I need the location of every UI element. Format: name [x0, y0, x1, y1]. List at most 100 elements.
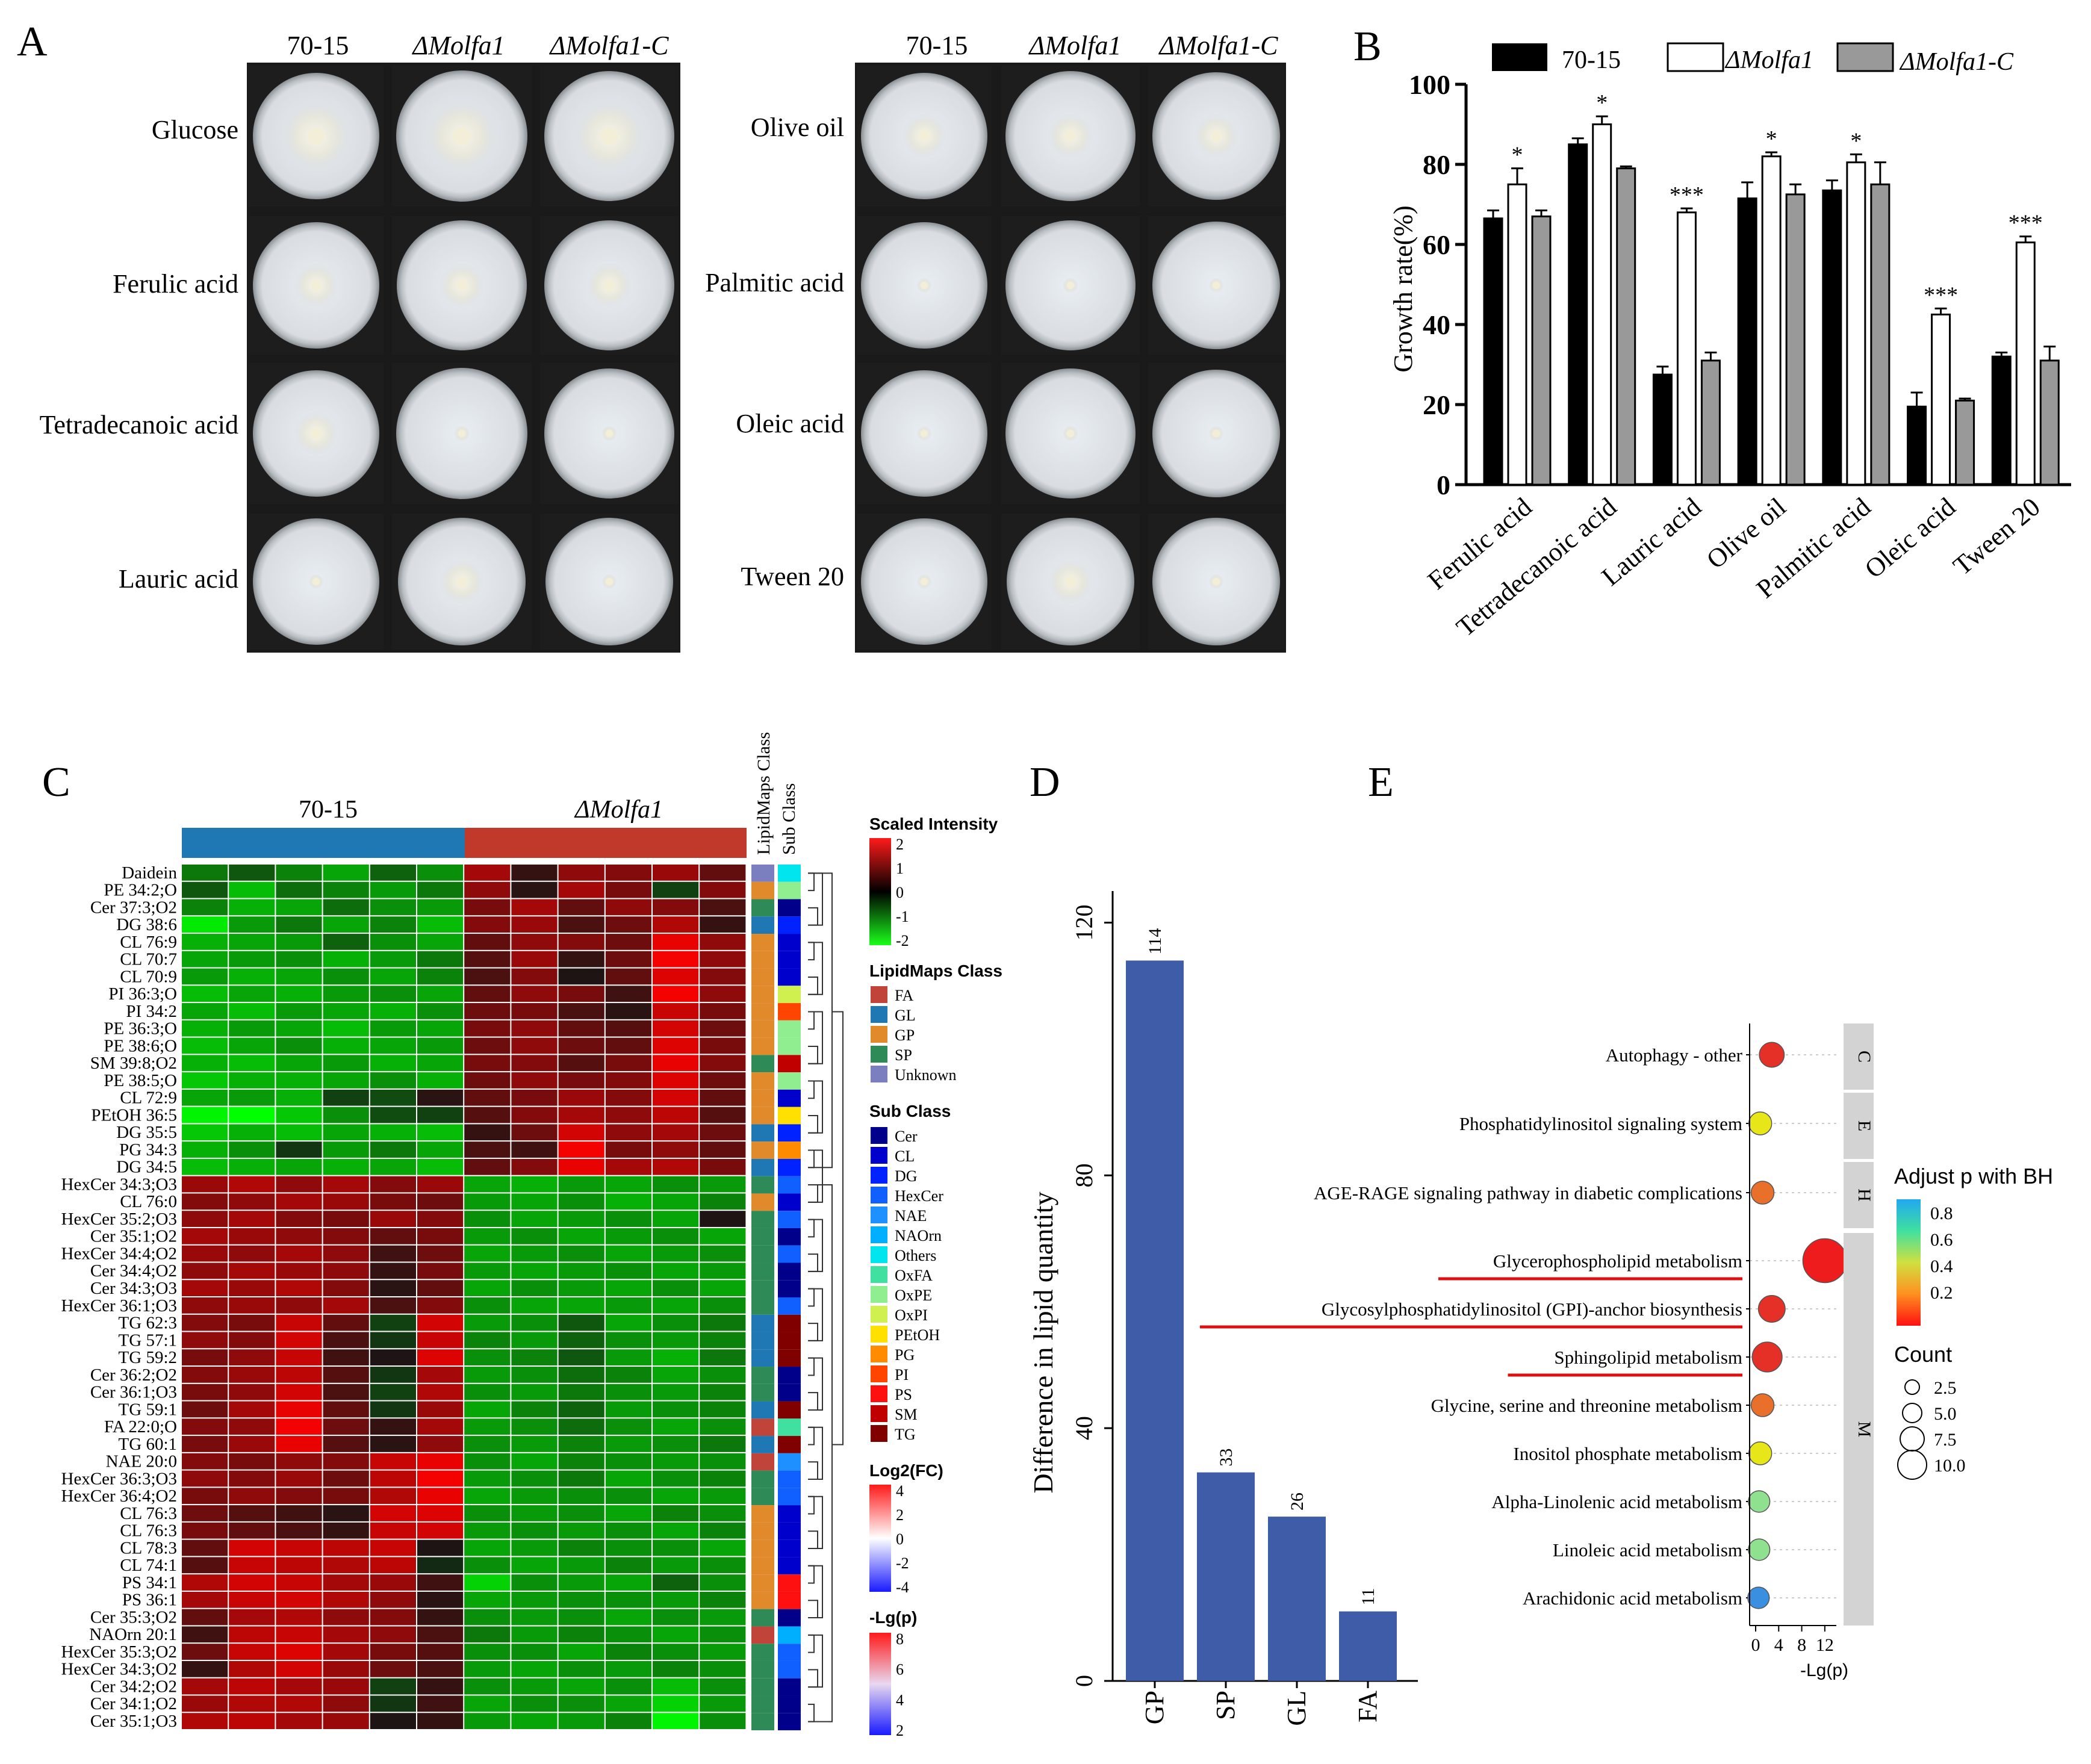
subclass-cell	[778, 1626, 801, 1644]
legend-label: OxPI	[895, 1306, 928, 1324]
row-label: PE 36:3;O	[104, 1019, 177, 1039]
legend-swatch	[871, 1425, 887, 1442]
heatmap-cell	[511, 1262, 558, 1279]
heatmap-cell	[417, 1020, 464, 1037]
subclass-cell	[778, 1176, 801, 1194]
x-tick-label: GL	[1282, 1691, 1311, 1726]
subclass-cell	[778, 1609, 801, 1627]
heatmap-cell	[605, 1332, 651, 1349]
heatmap-cell	[653, 1418, 699, 1435]
heatmap-cell	[605, 1695, 651, 1712]
media-label: Tween 20	[741, 562, 844, 591]
heatmap-cell	[417, 1037, 464, 1054]
heatmap-cell	[700, 934, 746, 950]
heatmap-cell	[605, 1349, 651, 1366]
heatmap-cell	[558, 1713, 604, 1729]
heatmap-cell	[229, 1003, 275, 1019]
heatmap-cell	[653, 986, 699, 1002]
heatmap-cell	[370, 899, 416, 916]
heatmap-cell	[370, 1470, 416, 1487]
heatmap-cell	[276, 1072, 322, 1089]
heatmap-cell	[182, 1072, 228, 1089]
heatmap-cell	[605, 1228, 651, 1244]
heatmap-cell	[464, 1678, 511, 1695]
heatmap-cell	[417, 1141, 464, 1158]
lgp-colorbar	[869, 1633, 891, 1735]
heatmap-cell	[276, 899, 322, 916]
lipidmaps-class-cell	[751, 1037, 774, 1055]
heatmap-cell	[229, 1591, 275, 1608]
heatmap-cell	[182, 1158, 228, 1175]
legend-label: ΔMolfa1-C	[1899, 48, 2014, 76]
heatmap-cell	[700, 865, 746, 881]
heatmap-cell	[323, 1522, 369, 1539]
heatmap-cell	[229, 1349, 275, 1366]
media-labels-left: Glucose Ferulic acid Tetradecanoic acid …	[40, 115, 238, 594]
heatmap-cell	[276, 1367, 322, 1383]
legend-label: TG	[895, 1426, 916, 1443]
lipidmaps-class-cell	[751, 865, 774, 882]
pathway-dot	[1802, 1238, 1848, 1284]
heatmap-cell	[417, 1695, 464, 1712]
subclass-cell	[778, 1158, 801, 1176]
heatmap-cell	[653, 1332, 699, 1349]
heatmap-cell	[558, 1488, 604, 1505]
heatmap-cell	[558, 1626, 604, 1643]
heatmap-cell	[182, 881, 228, 898]
bar-value-label: 11	[1358, 1588, 1378, 1606]
heatmap-cell	[558, 1695, 604, 1712]
row-label: PG 34:3	[119, 1140, 177, 1160]
panel-label-d: D	[1030, 759, 1060, 806]
heatmap-cell	[370, 1695, 416, 1712]
heatmap-cell	[182, 1505, 228, 1521]
legend-tick-label: 5.0	[1934, 1404, 1957, 1424]
panel-d-lipid-bar: Difference in lipid quantity 0 40 80 120 GP S…	[1028, 891, 1418, 1726]
heatmap-cell	[653, 899, 699, 916]
heatmap-cell	[605, 1297, 651, 1314]
heatmap-cell	[276, 1003, 322, 1019]
heatmap-cell	[558, 1314, 604, 1331]
heatmap-cell	[323, 1401, 369, 1418]
heatmap-cell	[323, 1314, 369, 1331]
heatmap-cell	[276, 1644, 322, 1660]
heatmap-cell	[511, 1367, 558, 1383]
heatmap-cell	[370, 1505, 416, 1521]
heatmap-cell	[229, 1367, 275, 1383]
bar	[1991, 355, 2012, 486]
heatmap-cell	[370, 1211, 416, 1227]
y-tick-label: 80	[1070, 1163, 1098, 1187]
plate-grid-right	[855, 63, 1286, 653]
heatmap-cell	[276, 1107, 322, 1123]
bar	[1197, 1472, 1255, 1681]
heatmap-cell	[417, 1072, 464, 1089]
heatmap-cell	[700, 1574, 746, 1591]
row-label: TG 59:1	[119, 1400, 177, 1419]
dendrogram-branch	[808, 1426, 823, 1480]
heatmap-cell	[229, 1107, 275, 1123]
pathway-label: Inositol phosphate metabolism	[1513, 1443, 1742, 1464]
heatmap-cell	[182, 1124, 228, 1141]
heatmap-cell	[511, 1020, 558, 1037]
bar	[1592, 123, 1612, 486]
legend-ticks: 8 6 4 2	[896, 1630, 904, 1739]
subclass-cell	[778, 1003, 801, 1020]
heatmap-cell	[323, 951, 369, 967]
plate-strain-headers-right: 70-15 ΔMolfa1 ΔMolfa1-C	[906, 31, 1278, 60]
heatmap-cell	[370, 951, 416, 967]
legend-tick-label: 0.6	[1930, 1230, 1953, 1250]
colony-center	[312, 578, 320, 585]
heatmap-cell	[417, 1245, 464, 1262]
bar	[1339, 1611, 1397, 1681]
heatmap-cell	[605, 1037, 651, 1054]
heatmap-cell	[511, 1003, 558, 1019]
legend-title: Adjust p with BH	[1894, 1164, 2053, 1188]
heatmap-cell	[182, 1488, 228, 1505]
legend-swatch	[871, 1266, 887, 1283]
heatmap-cell	[323, 1713, 369, 1729]
heatmap-cell	[700, 1003, 746, 1019]
panel-label-b: B	[1353, 23, 1382, 70]
heatmap-cell	[605, 1141, 651, 1158]
heatmap-cell	[653, 1211, 699, 1227]
row-label: Cer 34:3;O3	[90, 1279, 177, 1298]
pathway-label: Autophagy - other	[1606, 1045, 1743, 1066]
